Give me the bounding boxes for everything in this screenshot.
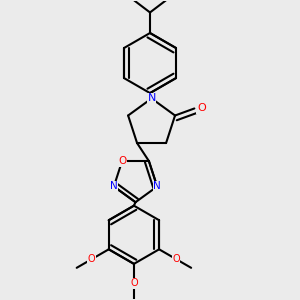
Text: O: O	[130, 278, 138, 289]
Text: N: N	[153, 182, 161, 191]
Text: N: N	[110, 182, 118, 191]
Text: O: O	[118, 156, 126, 166]
Text: O: O	[88, 254, 96, 264]
Text: N: N	[147, 94, 156, 103]
Text: O: O	[197, 103, 206, 113]
Text: O: O	[172, 254, 180, 264]
